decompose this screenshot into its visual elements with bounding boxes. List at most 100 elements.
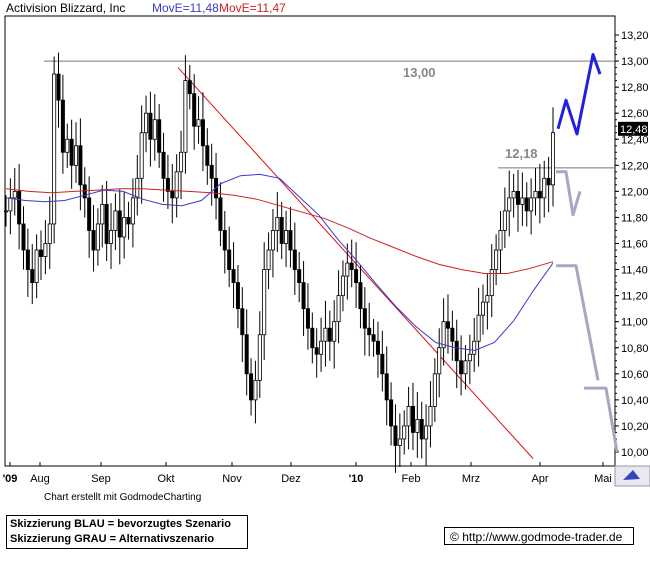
candlestick — [235, 265, 240, 329]
candlestick — [389, 382, 394, 446]
resistance-label-13: 13,00 — [403, 65, 436, 80]
scenario-grey-path-c — [584, 386, 619, 453]
ma-slow-line — [5, 188, 554, 274]
candlestick — [454, 319, 459, 389]
candlestick — [520, 172, 525, 226]
candlestick — [459, 335, 464, 396]
candle-body — [489, 269, 494, 297]
x-tick-label: Okt — [157, 473, 174, 485]
candle-body — [450, 327, 455, 342]
candlestick — [104, 180, 109, 262]
candle-body — [305, 308, 310, 329]
candlestick — [253, 360, 258, 424]
candlestick — [91, 205, 96, 272]
candle-body — [174, 171, 179, 199]
candle-body — [529, 197, 534, 212]
candle-body — [419, 419, 424, 440]
candle-body — [244, 334, 249, 375]
candle-body — [314, 347, 319, 355]
candle-body — [43, 243, 48, 257]
candle-body — [104, 204, 109, 244]
candle-body — [402, 425, 407, 440]
candle-body — [262, 269, 267, 336]
candle-body — [60, 99, 65, 153]
candlestick — [397, 413, 402, 467]
candlestick — [498, 210, 503, 274]
candle-body — [371, 334, 376, 342]
source-url[interactable]: http://www.godmode-trader.de — [462, 530, 623, 544]
candlestick — [279, 201, 284, 260]
candlestick — [69, 119, 74, 189]
candle-body — [161, 151, 166, 179]
candle-body — [270, 230, 275, 251]
candle-body — [288, 230, 293, 251]
candlestick — [139, 105, 144, 204]
ma-slow-label: MovE=11,47 — [219, 1, 286, 15]
y-tick-label: 10,40 — [621, 395, 649, 407]
candle-body — [100, 204, 105, 225]
candle-body — [336, 295, 341, 323]
candle-body — [476, 314, 481, 342]
candle-body — [218, 197, 223, 231]
candlestick — [222, 210, 227, 274]
candlestick — [109, 203, 114, 269]
candlestick — [305, 283, 310, 350]
candle-body — [485, 295, 490, 303]
y-tick-label: 10,20 — [621, 421, 649, 433]
candlestick — [450, 310, 455, 361]
candle-body — [424, 425, 429, 440]
candle-body — [551, 132, 556, 186]
candlestick — [47, 196, 52, 269]
candle-body — [165, 177, 170, 192]
candle-body — [327, 327, 332, 342]
scenario-legend: Skizzierung BLAU = bevorzugtes Szenario … — [6, 515, 248, 549]
candlestick — [270, 208, 275, 278]
y-tick-label: 12,60 — [621, 108, 649, 120]
candlestick — [494, 234, 499, 286]
candlestick — [406, 386, 411, 450]
chart-title: Activision Blizzard, Inc — [6, 1, 126, 15]
candlestick — [8, 178, 13, 235]
candle-body — [511, 190, 516, 199]
candle-body — [231, 269, 236, 283]
candlestick — [209, 143, 214, 206]
candlestick — [157, 104, 162, 168]
candle-body — [533, 190, 538, 199]
candle-body — [95, 223, 100, 251]
candlestick — [200, 92, 205, 172]
candlestick — [227, 226, 232, 288]
candlestick — [249, 358, 254, 416]
candle-body — [266, 249, 271, 270]
y-tick-label: 12,80 — [621, 82, 649, 94]
candle-body — [275, 217, 280, 231]
candle-body — [235, 282, 240, 310]
resistance-label-1218: 12,18 — [505, 146, 538, 161]
candle-body — [148, 112, 153, 140]
candlestick — [74, 122, 79, 183]
x-tick-label: Aug — [30, 473, 50, 485]
candle-body — [39, 249, 44, 257]
candle-body — [8, 197, 13, 212]
candlestick — [113, 193, 118, 251]
candle-body — [498, 230, 503, 251]
candlestick — [402, 410, 407, 455]
candle-body — [358, 282, 363, 310]
x-tick-label: Feb — [402, 473, 421, 485]
y-tick-label: 12,40 — [621, 134, 649, 146]
candlestick — [205, 128, 210, 185]
y-tick-label: 12,20 — [621, 160, 649, 172]
candle-body — [367, 327, 372, 336]
candle-body — [179, 151, 184, 173]
candle-body — [507, 197, 512, 212]
candlestick — [437, 328, 442, 398]
candlestick — [117, 189, 122, 265]
copyright-icon: © — [450, 530, 459, 544]
candle-body — [375, 340, 380, 355]
candle-body — [384, 373, 389, 401]
candlestick — [480, 284, 485, 335]
candlestick — [292, 222, 297, 295]
source-url-box[interactable]: © http://www.godmode-trader.de — [444, 527, 634, 545]
candlestick — [358, 265, 363, 329]
candlestick — [349, 239, 354, 288]
candlestick — [130, 178, 135, 248]
